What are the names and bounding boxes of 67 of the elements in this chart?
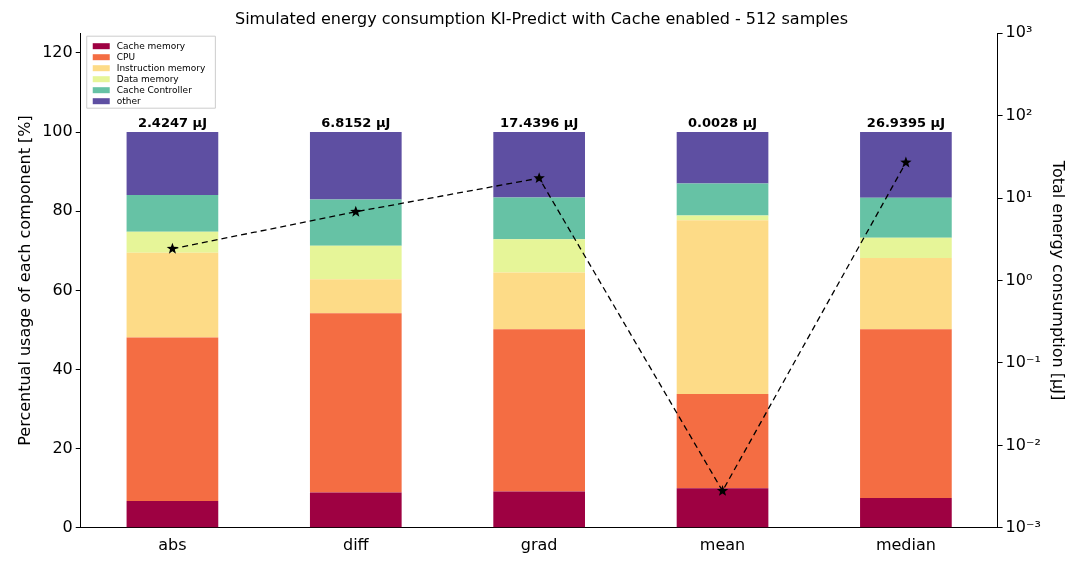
bar [676,183,769,216]
chart-title: Simulated energy consumption KI-Predict with Cache enabled - 512 samples [235,8,848,28]
legend-label: Data memory [116,73,180,84]
bar [309,245,402,280]
annotation: 26.9395 μJ [866,115,945,130]
bar [860,237,952,258]
point [350,205,362,217]
y2-axis-title: Total energy consumption [μJ] [1049,159,1069,401]
legend-label: Cache memory [116,40,186,51]
y-tick-label: 120 [42,42,73,62]
bar [126,500,219,528]
y-tick-label: 40 [52,358,73,378]
annotation: 0.0028 μJ [687,115,758,130]
bar [493,197,585,240]
y-axis-title: Percentual usage of each component [%] [14,115,34,446]
bar [493,272,585,330]
point [533,172,545,184]
y-tick-label: 80 [52,200,73,220]
bar [860,197,952,238]
y-tick-label: 100 [42,121,73,141]
x-tick-label: median [875,534,936,554]
point [166,242,179,254]
bar [676,394,769,489]
y2-tick-label: 10⁰ [1005,269,1033,289]
point [716,484,729,496]
legend-label: Instruction memory [116,62,207,73]
bar [860,498,952,528]
y2-tick-label: 10⁻² [1005,434,1041,454]
bar [676,488,769,528]
bar [676,132,769,184]
y2-tick-label: 10⁻¹ [1005,352,1041,372]
x-tick-label: abs [158,534,187,554]
point [900,156,912,168]
bar [126,231,219,253]
y2-tick-label: 10² [1005,104,1033,124]
bar [493,239,585,273]
legend-label: CPU [116,51,136,62]
bar [860,329,952,499]
legend-label: other [116,95,142,106]
bar [126,195,219,232]
y2-tick-label: 10³ [1005,22,1033,42]
legend-label: Cache Controller [116,84,193,95]
bar [309,279,402,314]
bar [126,337,219,501]
y-tick-label: 60 [52,279,73,299]
bar [309,132,402,200]
bar [126,252,219,338]
annotation: 2.4247 μJ [137,115,207,130]
bar [309,199,402,246]
annotation: 17.4396 μJ [500,115,579,130]
x-tick-label: diff [342,534,370,554]
bar [126,132,219,196]
bar [860,257,952,330]
bar [676,220,769,395]
bar [860,132,952,198]
bar [493,491,585,528]
x-tick-label: mean [699,534,746,554]
y-tick-label: 20 [52,437,73,457]
bar [493,132,585,198]
x-tick-label: grad [520,534,558,554]
y-tick-label: 0 [62,516,73,536]
y2-tick-label: 10⁻³ [1005,516,1041,536]
annotation: 6.8152 μJ [321,115,391,130]
bar [493,329,585,492]
bar [309,313,402,493]
y2-tick-label: 10¹ [1005,187,1033,207]
bar [309,492,402,528]
